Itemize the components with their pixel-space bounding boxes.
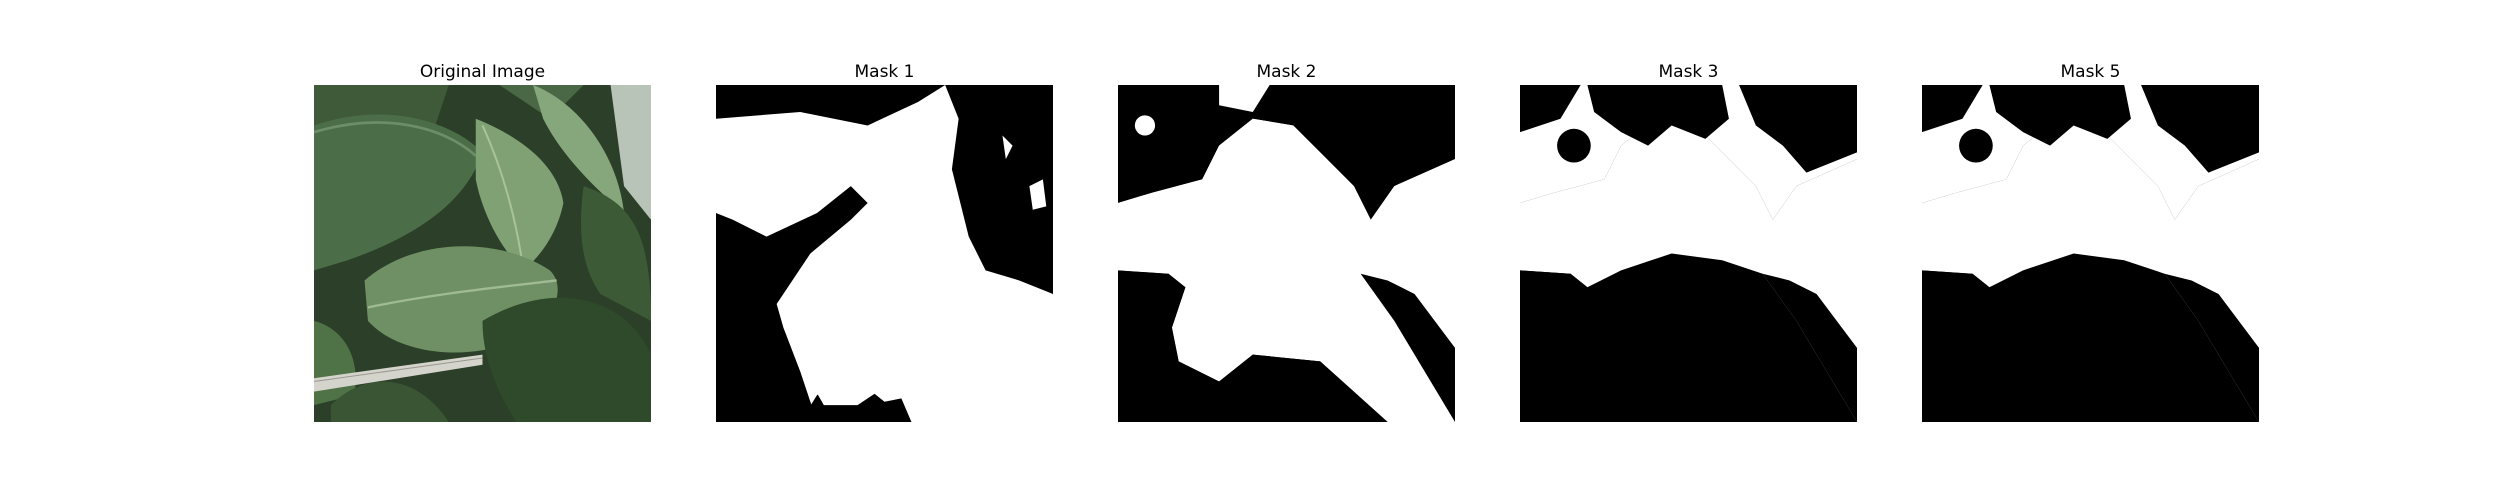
panel-title: Mask 3 [1658, 62, 1719, 82]
panel-title: Mask 5 [2060, 62, 2121, 82]
panel-title: Original Image [419, 62, 546, 82]
panel-title: Mask 1 [854, 62, 915, 82]
panel-original-image: Original Image [314, 60, 651, 424]
mask-1-image [716, 85, 1053, 422]
panel-mask-3: Mask 3 [1520, 60, 1857, 424]
mask-5-image [1922, 85, 2259, 422]
original-leaf-image [314, 85, 651, 422]
panel-title: Mask 2 [1256, 62, 1317, 82]
mask-2-image [1118, 85, 1455, 422]
panel-mask-2: Mask 2 [1118, 60, 1455, 424]
panel-mask-1: Mask 1 [716, 60, 1053, 424]
mask-3-image [1520, 85, 1857, 422]
panel-mask-5: Mask 5 [1922, 60, 2259, 424]
